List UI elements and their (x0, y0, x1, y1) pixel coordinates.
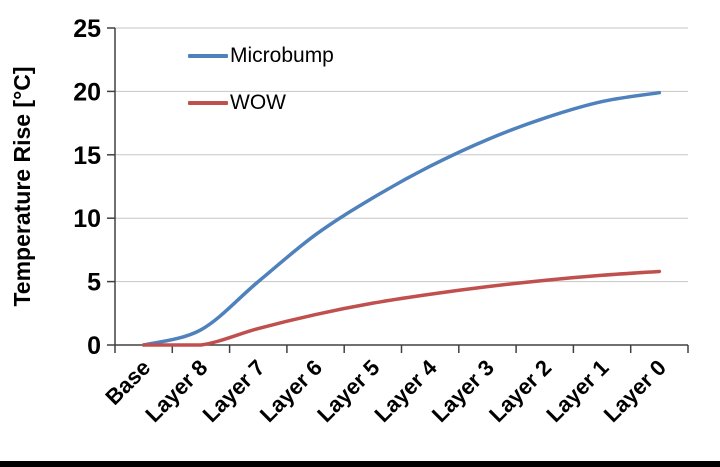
x-tick-label: Layer 7 (198, 355, 270, 427)
x-tick-label: Layer 1 (541, 355, 613, 427)
x-tick-label: Layer 8 (140, 355, 212, 427)
y-tick-label: 25 (73, 15, 101, 43)
x-tick-label: Layer 3 (427, 355, 499, 427)
x-tick-label: Layer 4 (370, 354, 443, 427)
legend-item-wow: WOW (188, 91, 334, 114)
microbump-line-swatch (188, 53, 228, 58)
y-tick-label: 0 (87, 332, 101, 360)
y-tick-label: 5 (87, 269, 101, 297)
bottom-border (0, 461, 720, 467)
x-tick-label: Layer 5 (312, 355, 384, 427)
y-axis-title: Temperature Rise [°C] (9, 66, 35, 306)
legend-label-microbump: Microbump (230, 44, 334, 67)
y-tick-label: 10 (73, 205, 101, 233)
chart-legend: Microbump WOW (188, 44, 334, 114)
x-tick-label: Layer 0 (599, 355, 671, 427)
legend-item-microbump: Microbump (188, 44, 334, 67)
series-line-wow (141, 269, 662, 347)
y-tick-label: 15 (73, 142, 101, 170)
legend-label-wow: WOW (230, 91, 286, 115)
y-tick-label: 20 (73, 78, 101, 106)
x-tick-label: Layer 6 (255, 355, 327, 427)
x-tick-label: Layer 2 (484, 355, 556, 427)
wow-line-swatch (188, 100, 228, 105)
series-line-microbump (141, 90, 662, 347)
